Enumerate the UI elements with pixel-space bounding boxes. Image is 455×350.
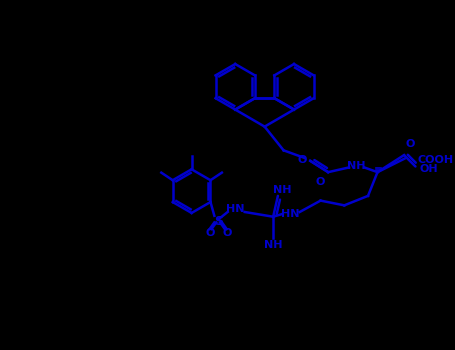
Text: OH: OH	[419, 164, 438, 174]
Text: NH: NH	[264, 240, 283, 250]
Text: O: O	[316, 177, 325, 187]
Text: O: O	[405, 139, 415, 149]
Text: NH: NH	[273, 185, 292, 195]
Text: O: O	[223, 228, 233, 238]
Text: O: O	[298, 155, 307, 165]
Text: COOH: COOH	[417, 155, 454, 165]
Text: NH: NH	[347, 161, 366, 170]
Text: O: O	[206, 228, 215, 238]
Text: HN: HN	[226, 204, 244, 214]
Text: HN: HN	[281, 209, 299, 219]
Text: S: S	[214, 215, 222, 228]
